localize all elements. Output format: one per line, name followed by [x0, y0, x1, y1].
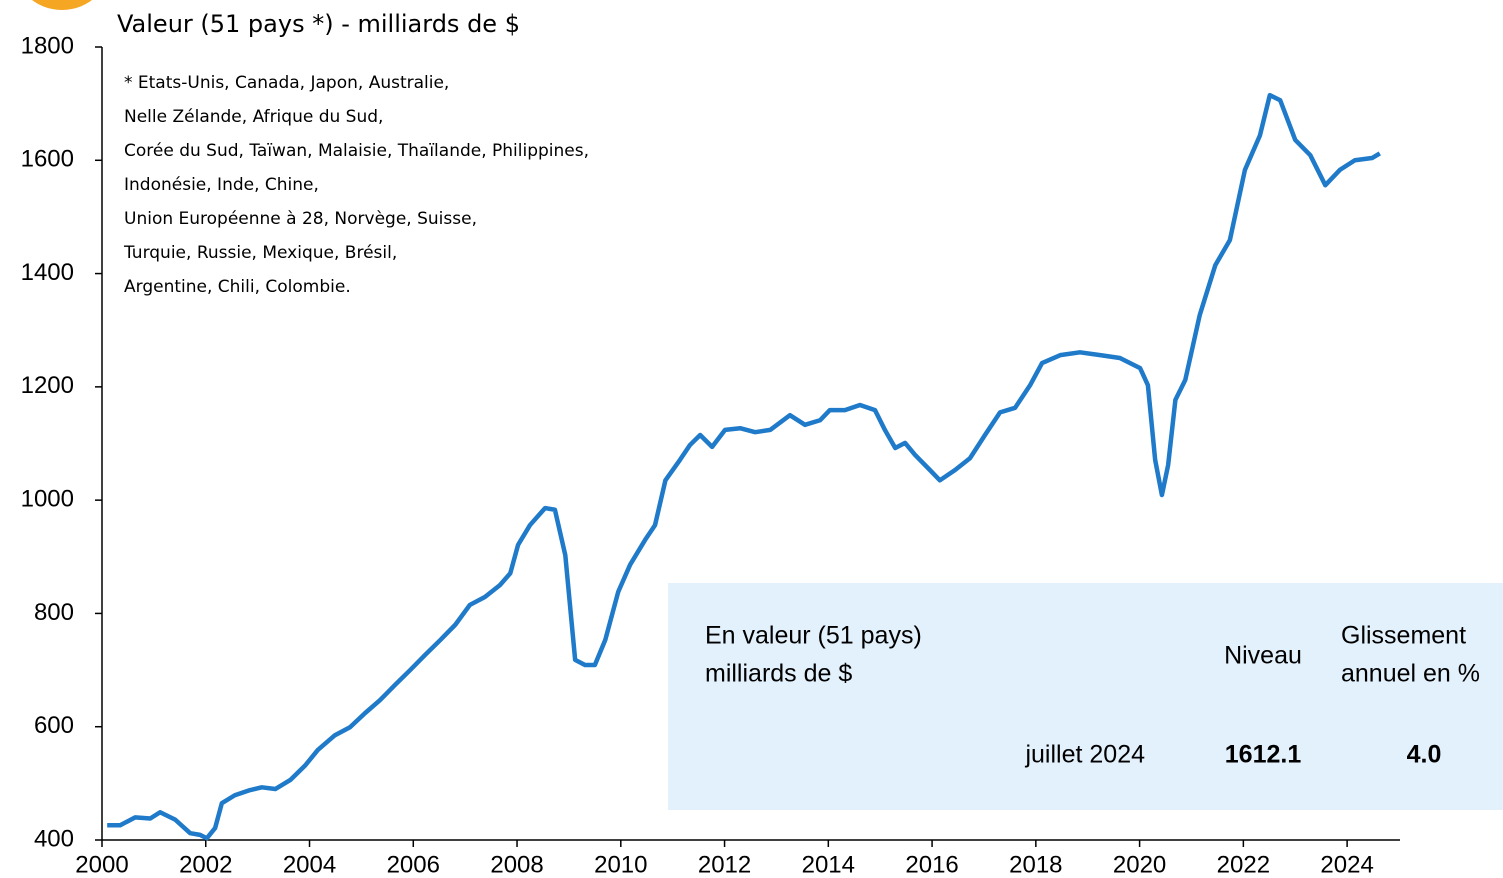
table-header: En valeur (51 pays)	[705, 622, 922, 650]
data-line	[107, 92, 1381, 841]
note-line: Union Européenne à 28, Norvège, Suisse,	[124, 209, 477, 229]
x-tick-label: 2010	[594, 851, 647, 878]
note-line: * Etats-Unis, Canada, Japon, Australie,	[124, 73, 449, 93]
table-cell: 1612.1	[1225, 741, 1302, 769]
x-tick-label: 2006	[387, 851, 440, 878]
table: En valeur (51 pays) milliards de $ Nivea…	[705, 622, 1480, 769]
y-tick-label: 800	[34, 599, 74, 626]
y-tick-label: 400	[34, 825, 74, 852]
note-line: Turquie, Russie, Mexique, Brésil,	[123, 243, 397, 263]
x-tick-label: 2014	[802, 851, 855, 878]
table-cell: juillet 2024	[1024, 741, 1145, 769]
x-tick-label: 2018	[1009, 851, 1062, 878]
y-tick-label: 1400	[21, 259, 74, 286]
y-tick-label: 1800	[21, 32, 74, 59]
note-line: Indonésie, Inde, Chine,	[124, 175, 319, 195]
table-box	[668, 583, 1503, 810]
y-tick-label: 600	[34, 712, 74, 739]
table-header: annuel en %	[1341, 660, 1480, 688]
y-tick-label: 1200	[21, 372, 74, 399]
table-header: Niveau	[1224, 642, 1302, 670]
note-line: Argentine, Chili, Colombie.	[124, 277, 351, 297]
note-line: Corée du Sud, Taïwan, Malaisie, Thaïland…	[124, 141, 589, 161]
x-tick-label: 2008	[490, 851, 543, 878]
x-tick-label: 2000	[75, 851, 128, 878]
x-tick-label: 2004	[283, 851, 336, 878]
x-tick-label: 2016	[905, 851, 958, 878]
table-header: Glissement	[1341, 622, 1466, 650]
x-tick-label: 2020	[1113, 851, 1166, 878]
x-tick-label: 2022	[1217, 851, 1270, 878]
y-tick-label: 1600	[21, 146, 74, 173]
y-tick-label: 1000	[21, 485, 74, 512]
chart-title: Valeur (51 pays *) - milliards de $	[117, 10, 520, 38]
note-line: Nelle Zélande, Afrique du Sud,	[124, 107, 383, 127]
table-header: milliards de $	[705, 660, 852, 688]
table-cell: 4.0	[1407, 741, 1442, 769]
x-tick-label: 2024	[1320, 851, 1373, 878]
x-tick-label: 2012	[698, 851, 751, 878]
logo-circle	[32, 0, 92, 10]
x-tick-label: 2002	[179, 851, 232, 878]
